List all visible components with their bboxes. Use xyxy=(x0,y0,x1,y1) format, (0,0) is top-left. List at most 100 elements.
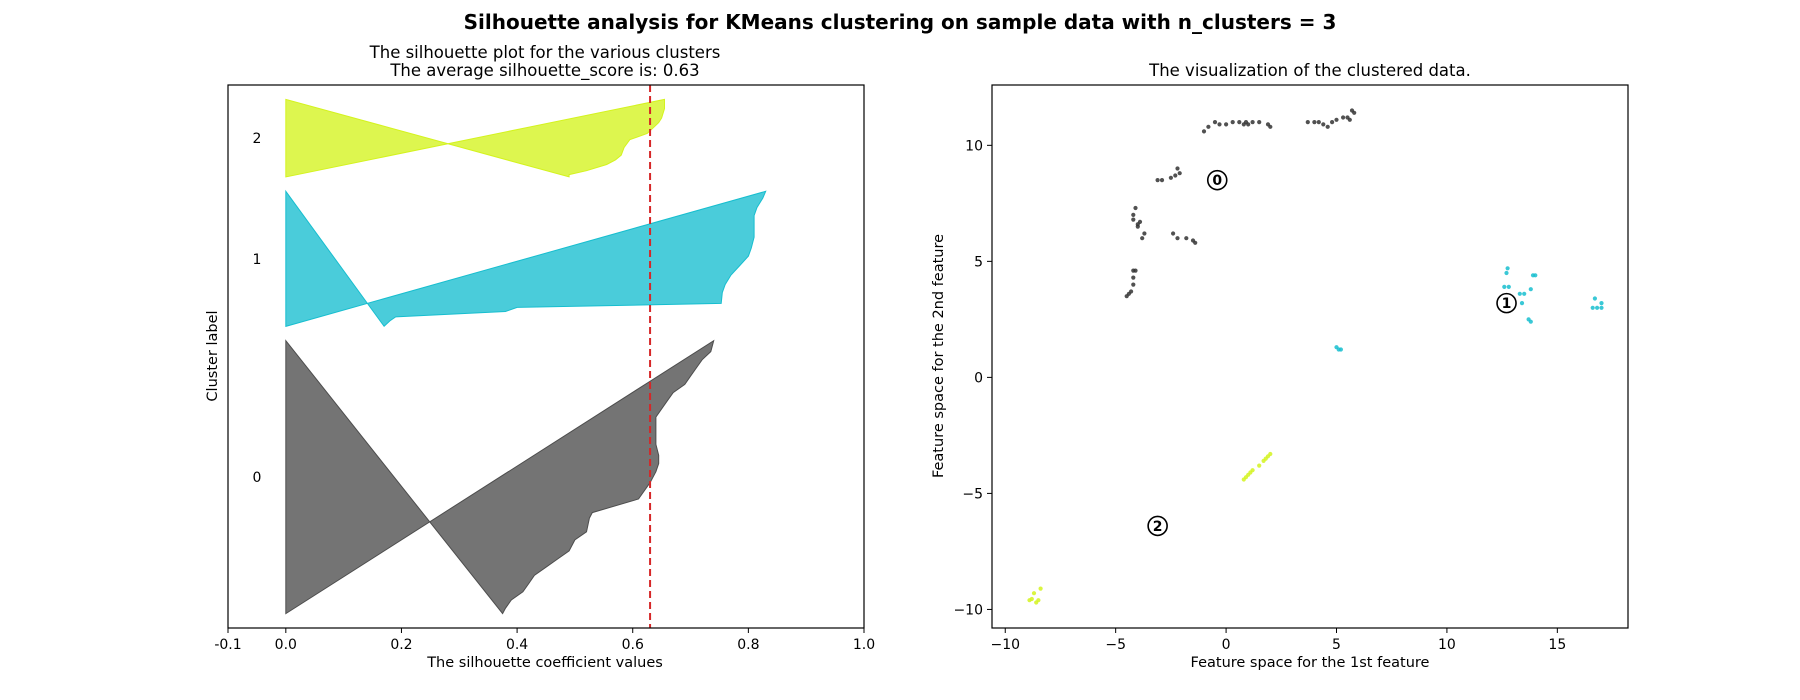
cluster-label-0: 0 xyxy=(252,470,261,486)
scatter-point-cluster-0 xyxy=(1133,268,1138,273)
scatter-point-cluster-0 xyxy=(1217,122,1222,127)
scatter-yticks: −10 −5 0 5 10 xyxy=(953,138,992,618)
silhouette-fill-cluster-1 xyxy=(285,189,767,328)
scatter-point-cluster-1 xyxy=(1528,287,1533,292)
scatter-point-cluster-1 xyxy=(1599,305,1604,310)
cluster-center-label: 2 xyxy=(1153,519,1163,535)
scatter-point-cluster-0 xyxy=(1133,205,1138,211)
silhouette-xtick-label: 0.6 xyxy=(622,637,644,653)
scatter-point-cluster-1 xyxy=(1599,301,1604,306)
silhouette-xtick-label: 0.8 xyxy=(737,637,759,653)
scatter-point-cluster-0 xyxy=(1171,231,1176,236)
scatter-point-cluster-0 xyxy=(1175,166,1180,171)
scatter-point-cluster-0 xyxy=(1325,124,1330,129)
scatter-point-cluster-2 xyxy=(1257,463,1262,468)
scatter-point-cluster-0 xyxy=(1224,122,1229,127)
scatter-point-cluster-1 xyxy=(1338,347,1343,352)
scatter-point-cluster-0 xyxy=(1124,294,1129,299)
scatter-point-cluster-0 xyxy=(1159,178,1165,183)
scatter-point-cluster-0 xyxy=(1268,124,1273,129)
scatter-point-cluster-0 xyxy=(1212,120,1218,125)
scatter-points xyxy=(1027,108,1604,605)
scatter-point-cluster-1 xyxy=(1528,319,1533,324)
silhouette-xtick-label: -0.1 xyxy=(214,637,241,653)
scatter-point-cluster-2 xyxy=(1038,586,1043,591)
scatter-point-cluster-0 xyxy=(1305,120,1310,125)
scatter-point-cluster-0 xyxy=(1131,282,1136,287)
cluster-center-label: 1 xyxy=(1502,296,1512,312)
cluster-label-1: 1 xyxy=(252,252,261,268)
scatter-xlabel: Feature space for the 1st feature xyxy=(1191,655,1430,671)
scatter-point-cluster-0 xyxy=(1131,212,1136,217)
silhouette-frame xyxy=(227,84,865,629)
scatter-point-cluster-0 xyxy=(1352,110,1357,115)
scatter-title: The visualization of the clustered data. xyxy=(1148,61,1471,80)
figure-suptitle: Silhouette analysis for KMeans clusterin… xyxy=(464,10,1337,34)
scatter-point-cluster-0 xyxy=(1193,240,1198,245)
scatter-point-cluster-1 xyxy=(1505,266,1510,271)
scatter-point-cluster-0 xyxy=(1131,217,1136,222)
scatter-point-cluster-0 xyxy=(1250,120,1255,125)
scatter-ytick-label: −5 xyxy=(962,486,983,502)
scatter-point-cluster-0 xyxy=(1237,120,1242,125)
cluster-labels: 0 1 2 xyxy=(252,131,261,486)
scatter-point-cluster-0 xyxy=(1257,120,1262,125)
scatter-point-cluster-0 xyxy=(1131,275,1136,280)
scatter-point-cluster-0 xyxy=(1168,175,1173,180)
scatter-point-cluster-1 xyxy=(1595,305,1600,310)
scatter-xticks: −10 −5 0 5 10 15 xyxy=(990,628,1566,653)
scatter-point-cluster-0 xyxy=(1230,120,1235,125)
scatter-point-cluster-0 xyxy=(1175,236,1180,241)
cluster-center-marker xyxy=(1206,169,1228,191)
scatter-ytick-label: 0 xyxy=(974,370,983,386)
scatter-point-cluster-0 xyxy=(1312,120,1317,125)
scatter-point-cluster-1 xyxy=(1590,305,1595,310)
scatter-point-cluster-1 xyxy=(1519,301,1525,306)
scatter-point-cluster-1 xyxy=(1502,284,1507,289)
silhouette-fill-cluster-2 xyxy=(285,98,665,178)
scatter-xtick-label: 0 xyxy=(1222,637,1231,653)
scatter-point-cluster-0 xyxy=(1347,117,1352,122)
silhouette-title: The silhouette plot for the various clus… xyxy=(369,43,721,62)
scatter-point-cluster-1 xyxy=(1522,291,1527,296)
scatter-point-cluster-0 xyxy=(1155,178,1160,183)
silhouette-xticks: -0.1 0.0 0.2 0.4 0.6 0.8 1.0 xyxy=(214,628,875,653)
scatter-point-cluster-2 xyxy=(1031,591,1037,596)
scatter-point-cluster-0 xyxy=(1177,171,1182,176)
cluster-centers: 0 1 2 xyxy=(1147,169,1517,537)
scatter-point-cluster-1 xyxy=(1517,291,1522,296)
scatter-xtick-label: 5 xyxy=(1332,637,1341,653)
scatter-point-cluster-0 xyxy=(1135,224,1140,229)
scatter-point-cluster-0 xyxy=(1316,120,1321,125)
silhouette-xtick-label: 0.2 xyxy=(390,637,412,653)
silhouette-fill-cluster-0 xyxy=(285,339,715,615)
scatter-xtick-label: 10 xyxy=(1438,637,1456,653)
scatter-point-cluster-1 xyxy=(1506,284,1511,289)
scatter-ytick-label: 5 xyxy=(974,254,983,270)
scatter-point-cluster-0 xyxy=(1137,219,1143,224)
scatter-ytick-label: 10 xyxy=(965,138,983,154)
scatter-xtick-label: −5 xyxy=(1105,637,1126,653)
scatter-frame xyxy=(991,84,1629,629)
cluster-center-marker xyxy=(1147,515,1168,537)
silhouette-ylabel: Cluster label xyxy=(205,310,221,401)
scatter-xtick-label: 15 xyxy=(1548,637,1566,653)
scatter-point-cluster-2 xyxy=(1265,454,1271,459)
scatter-point-cluster-0 xyxy=(1173,173,1178,178)
silhouette-xlabel: The silhouette coefficient values xyxy=(426,655,663,671)
silhouette-subtitle: The average silhouette_score is: 0.63 xyxy=(389,61,699,81)
scatter-point-cluster-2 xyxy=(1029,596,1034,602)
scatter-point-cluster-2 xyxy=(1250,468,1255,473)
cluster-center-marker xyxy=(1496,292,1517,314)
scatter-point-cluster-0 xyxy=(1341,115,1346,120)
silhouette-fills xyxy=(285,98,767,615)
silhouette-xtick-label: 0.4 xyxy=(506,637,528,653)
scatter-point-cluster-0 xyxy=(1201,129,1207,134)
scatter-point-cluster-0 xyxy=(1129,289,1134,294)
scatter-point-cluster-1 xyxy=(1504,270,1509,276)
scatter-point-cluster-0 xyxy=(1206,124,1211,129)
scatter-xtick-label: −10 xyxy=(990,637,1020,653)
scatter-point-cluster-1 xyxy=(1592,296,1597,301)
scatter-point-cluster-2 xyxy=(1036,598,1041,603)
